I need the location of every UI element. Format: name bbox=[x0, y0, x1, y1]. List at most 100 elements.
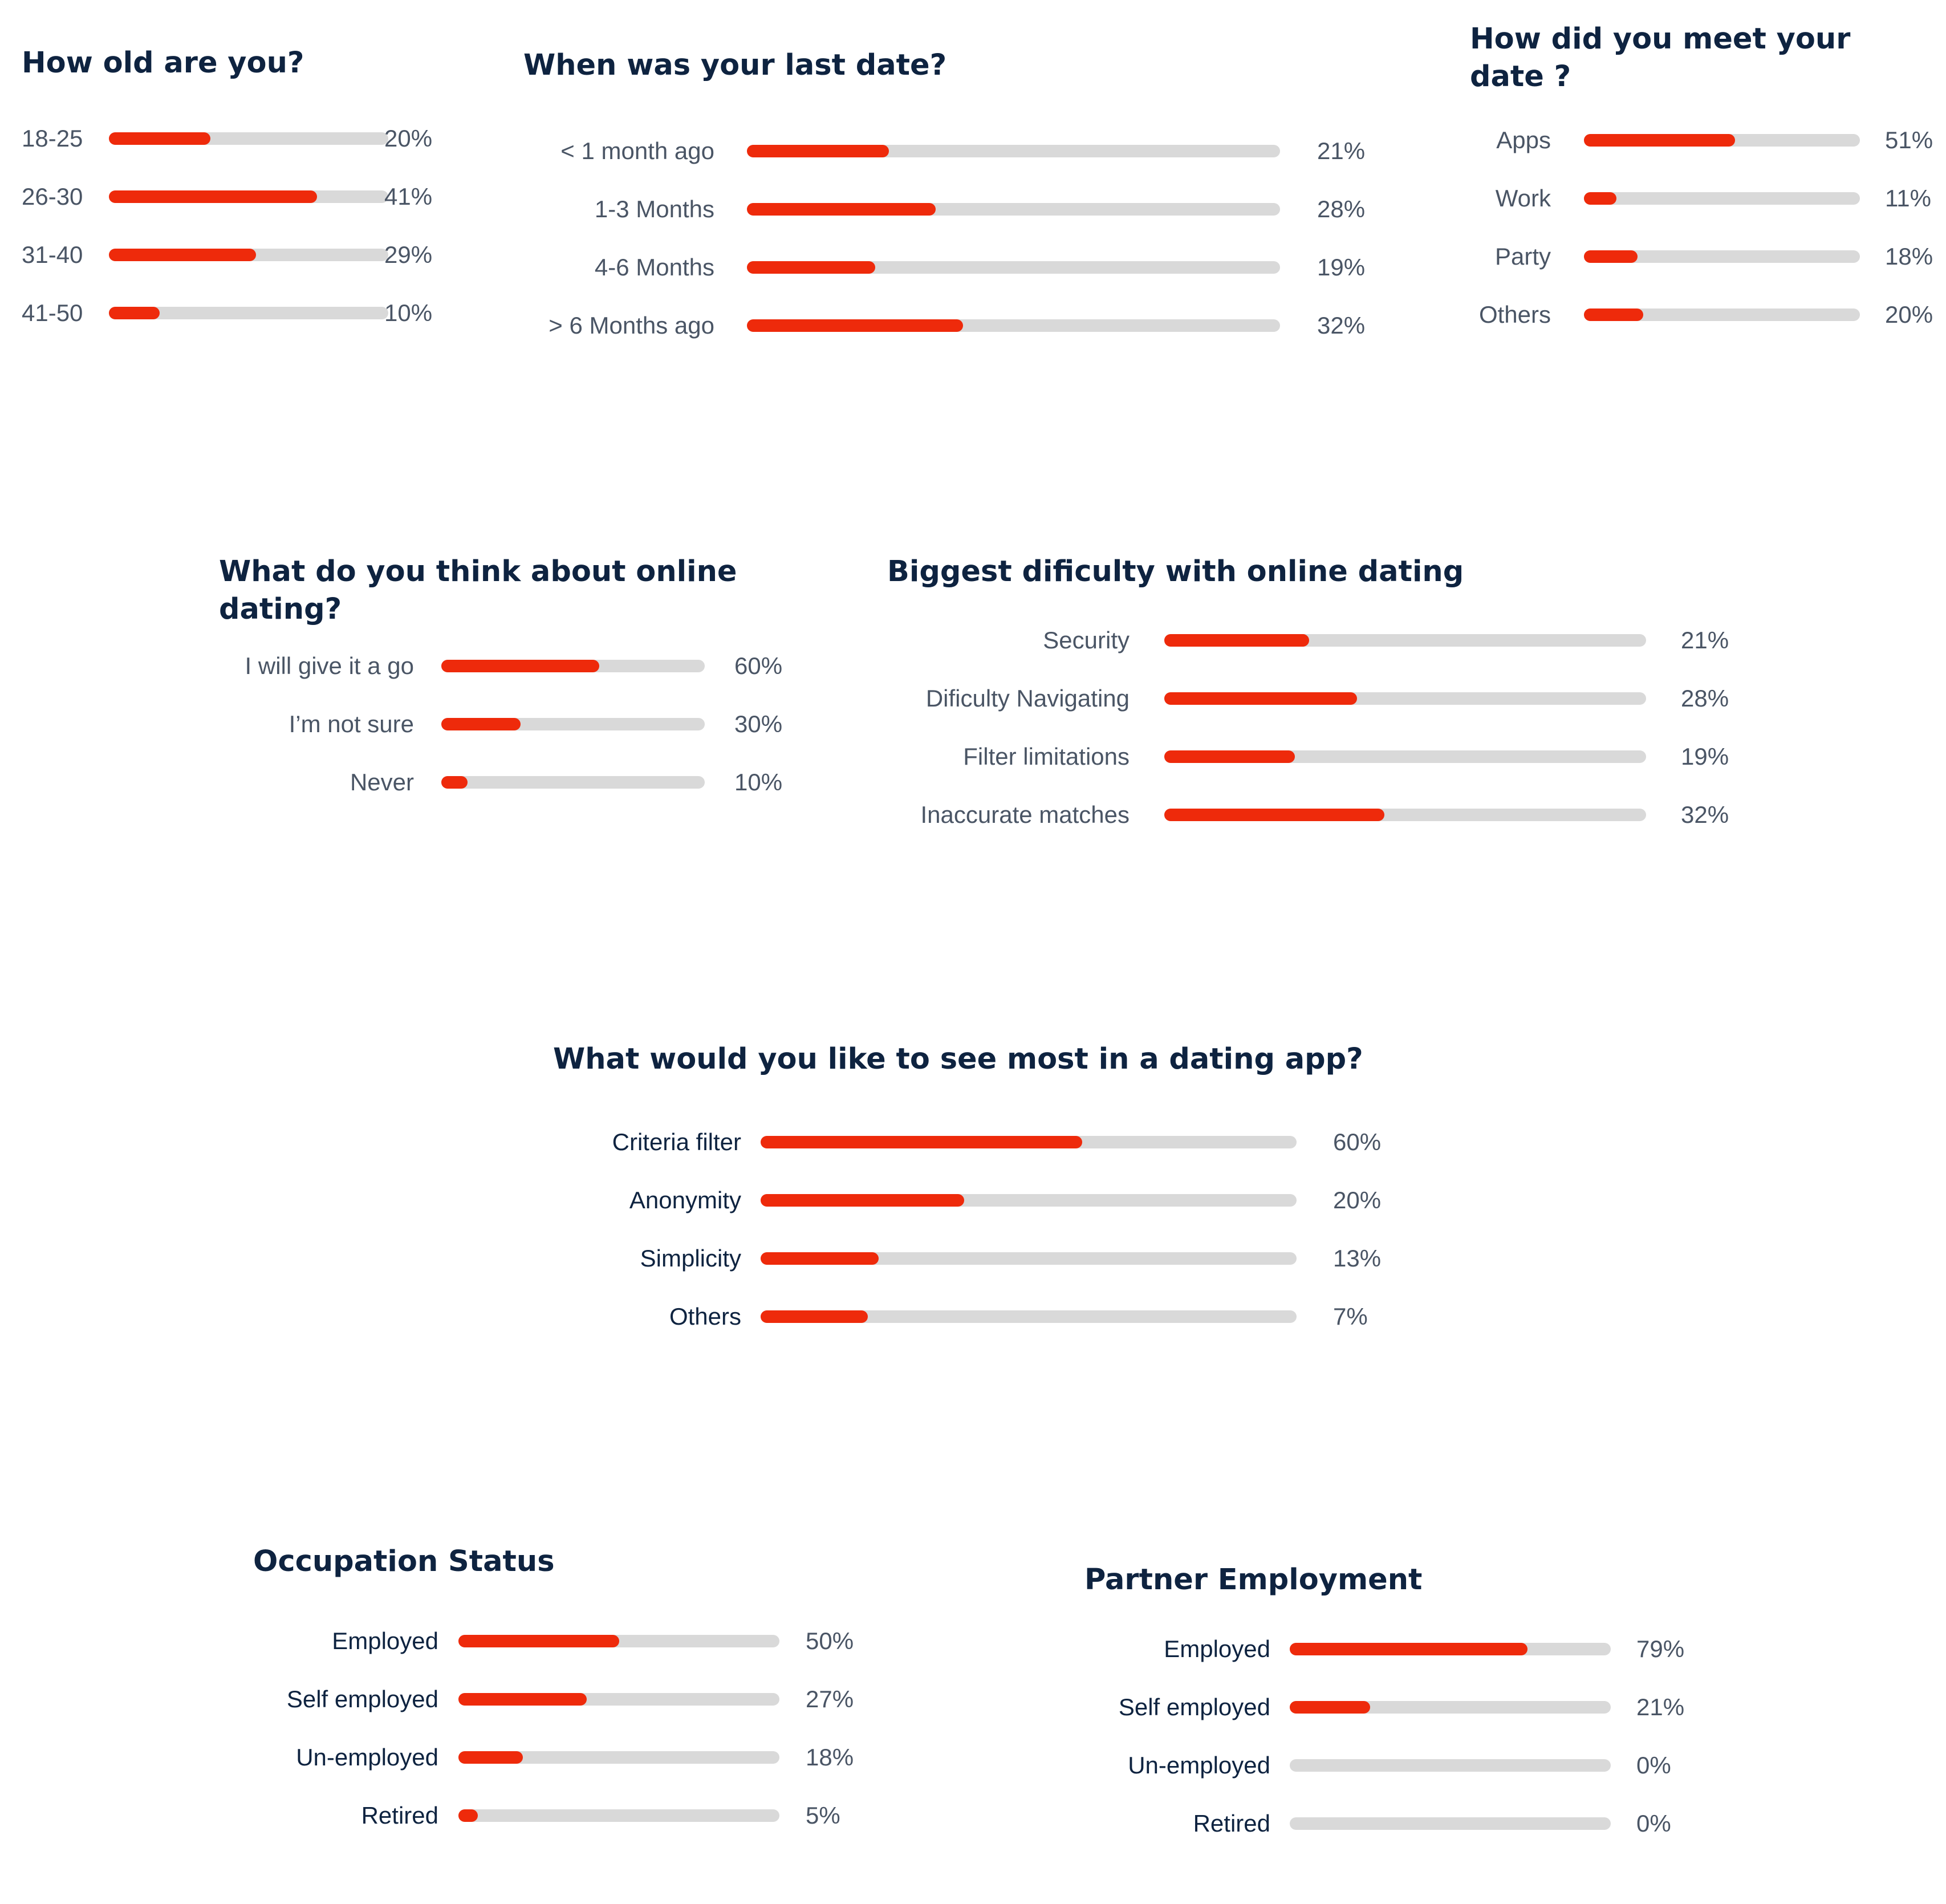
bar-track bbox=[1164, 692, 1646, 705]
bar-row: Work 11% bbox=[1470, 181, 1946, 216]
category-label: Self employed bbox=[286, 1686, 438, 1712]
bar-fill bbox=[109, 132, 211, 145]
bar-row: Employed 50% bbox=[253, 1624, 920, 1658]
value-label: 5% bbox=[806, 1802, 840, 1829]
bar-track bbox=[458, 1693, 779, 1706]
bar-row: 18-25 20% bbox=[22, 121, 498, 156]
value-label: 10% bbox=[384, 299, 433, 326]
chart-age: How old are you? 18-25 20% 26-30 41% 31-40 29… bbox=[22, 44, 444, 341]
bar-fill bbox=[1164, 634, 1309, 647]
bar-row: Un-employed 0% bbox=[1084, 1748, 1750, 1783]
category-label: Never bbox=[350, 769, 414, 795]
bar-fill bbox=[1164, 809, 1385, 821]
category-label: Retired bbox=[361, 1802, 438, 1829]
chart-online-opinion: What do you think about online dating? I… bbox=[219, 553, 823, 838]
chart-title: How old are you? bbox=[22, 46, 304, 80]
bar-track bbox=[109, 307, 388, 319]
bar-track bbox=[1290, 1701, 1611, 1714]
category-label: 41-50 bbox=[22, 299, 83, 326]
category-label: Criteria filter bbox=[612, 1128, 741, 1155]
category-label: 18-25 bbox=[22, 125, 83, 152]
value-label: 11% bbox=[1885, 185, 1931, 212]
chart-last-date: When was your last date? < 1 month ago 21… bbox=[523, 47, 1379, 343]
value-label: 60% bbox=[734, 652, 783, 679]
bar-row: Self employed 27% bbox=[253, 1682, 920, 1716]
bar-fill bbox=[109, 307, 160, 319]
value-label: 18% bbox=[806, 1744, 854, 1771]
value-label: 28% bbox=[1681, 685, 1729, 712]
chart-difficulty: Biggest dificulty with online dating Sec… bbox=[887, 553, 1799, 861]
bar-fill bbox=[761, 1310, 868, 1323]
chart-title: When was your last date? bbox=[523, 48, 947, 82]
bar-track bbox=[109, 249, 388, 261]
category-label: Employed bbox=[332, 1627, 438, 1654]
bar-row: 31-40 29% bbox=[22, 238, 498, 272]
value-label: 32% bbox=[1681, 801, 1729, 828]
bar-track bbox=[747, 145, 1280, 157]
bar-fill bbox=[441, 660, 600, 672]
value-label: 0% bbox=[1636, 1752, 1671, 1779]
bar-track bbox=[761, 1136, 1297, 1148]
bar-track bbox=[441, 718, 705, 730]
bar-fill bbox=[761, 1194, 965, 1207]
category-label: Dificulty Navigating bbox=[925, 685, 1130, 712]
chart-title: How did you meet your date ? bbox=[1470, 22, 1851, 94]
category-label: Apps bbox=[1496, 127, 1551, 153]
bar-fill bbox=[458, 1693, 587, 1706]
value-label: 20% bbox=[1333, 1187, 1382, 1213]
chart-partner: Partner Employment Employed 79% Self emplo… bbox=[1084, 1561, 1826, 1869]
category-label: Un-employed bbox=[1128, 1752, 1270, 1779]
bar-fill bbox=[109, 190, 318, 203]
bar-fill bbox=[458, 1809, 478, 1822]
category-label: Security bbox=[1043, 627, 1130, 653]
bar-row: Others 7% bbox=[553, 1300, 1447, 1334]
value-label: 32% bbox=[1317, 312, 1366, 339]
category-label: Retired bbox=[1193, 1810, 1270, 1837]
bar-row: I will give it a go 60% bbox=[219, 649, 848, 683]
bar-fill bbox=[747, 319, 963, 332]
value-label: 21% bbox=[1636, 1694, 1685, 1720]
bar-row: Security 21% bbox=[887, 623, 1795, 657]
value-label: 0% bbox=[1636, 1810, 1671, 1837]
bar-fill bbox=[747, 261, 875, 274]
value-label: 13% bbox=[1333, 1245, 1382, 1272]
value-label: 30% bbox=[734, 711, 783, 737]
chart-title: What would you like to see most in a dat… bbox=[553, 1042, 1363, 1076]
category-label: Inaccurate matches bbox=[920, 801, 1130, 828]
bar-row: Dificulty Navigating 28% bbox=[887, 681, 1795, 716]
bar-fill bbox=[441, 718, 521, 730]
bar-track bbox=[109, 190, 388, 203]
value-label: 20% bbox=[1885, 301, 1933, 328]
category-label: 26-30 bbox=[22, 183, 83, 210]
category-label: 4-6 Months bbox=[594, 254, 714, 281]
bar-row: Inaccurate matches 32% bbox=[887, 798, 1795, 832]
value-label: 18% bbox=[1885, 243, 1933, 270]
category-label: > 6 Months ago bbox=[549, 312, 714, 339]
value-label: 29% bbox=[384, 241, 433, 268]
bar-track bbox=[1584, 308, 1860, 321]
category-label: Self employed bbox=[1118, 1694, 1270, 1720]
bar-row: Employed 79% bbox=[1084, 1632, 1750, 1666]
category-label: 31-40 bbox=[22, 241, 83, 268]
value-label: 50% bbox=[806, 1627, 854, 1654]
bar-fill bbox=[761, 1252, 879, 1265]
category-label: Employed bbox=[1164, 1635, 1270, 1662]
bar-row: Others 20% bbox=[1470, 298, 1946, 332]
value-label: 41% bbox=[384, 183, 433, 210]
bar-fill bbox=[761, 1136, 1082, 1148]
bar-row: Anonymity 20% bbox=[553, 1183, 1447, 1217]
value-label: 20% bbox=[384, 125, 433, 152]
category-label: Work bbox=[1495, 185, 1551, 212]
value-label: 10% bbox=[734, 769, 783, 795]
value-label: 27% bbox=[806, 1686, 854, 1712]
category-label: Anonymity bbox=[629, 1187, 741, 1213]
bar-track bbox=[458, 1751, 779, 1764]
bar-row: 1-3 Months 28% bbox=[523, 192, 1431, 226]
category-label: 1-3 Months bbox=[594, 196, 714, 222]
bar-fill bbox=[747, 145, 889, 157]
bar-fill bbox=[458, 1751, 523, 1764]
value-label: 60% bbox=[1333, 1128, 1382, 1155]
bar-row: Simplicity 13% bbox=[553, 1241, 1447, 1276]
bar-track bbox=[1164, 750, 1646, 763]
bar-fill bbox=[1584, 134, 1736, 147]
